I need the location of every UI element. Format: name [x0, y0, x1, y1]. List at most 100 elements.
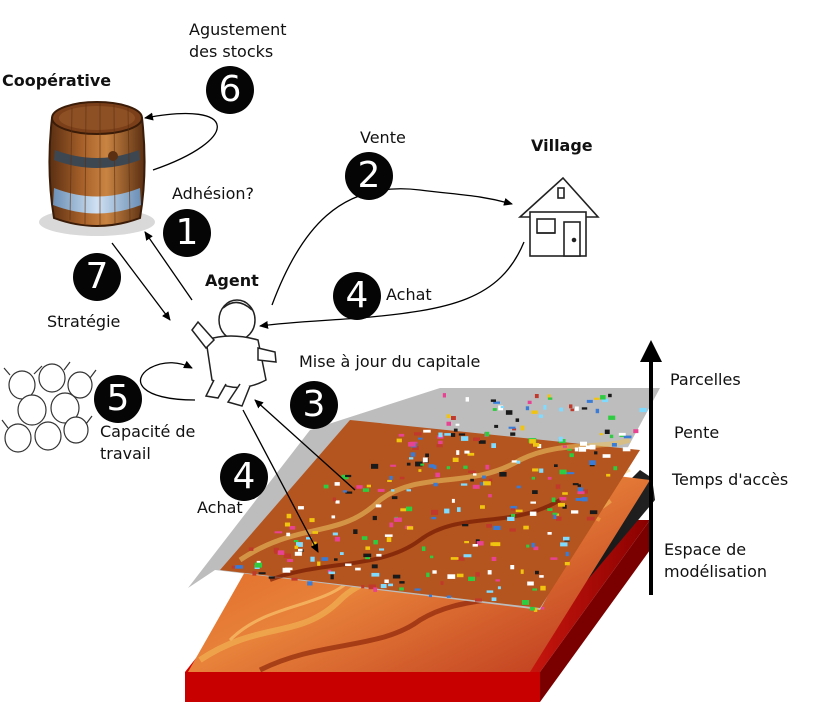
parcel-speck — [565, 551, 569, 557]
parcel-speck — [520, 425, 525, 431]
parcel-speck — [294, 551, 302, 556]
parcel-speck — [334, 536, 340, 542]
parcel-speck — [388, 583, 393, 587]
parcel-speck — [286, 532, 291, 537]
parcel-speck — [556, 516, 562, 521]
parcel-speck — [488, 494, 492, 498]
parcel-speck — [450, 557, 459, 560]
parcel-speck — [464, 541, 469, 544]
parcel-speck — [602, 398, 609, 403]
parcel-speck — [510, 432, 516, 436]
parcel-speck — [557, 503, 565, 507]
parcel-speck — [356, 485, 363, 489]
parcel-speck — [541, 606, 545, 610]
parcel-speck — [484, 431, 490, 437]
parcel-speck — [377, 488, 385, 492]
parcel-speck — [438, 440, 443, 446]
parcel-speck — [574, 406, 579, 411]
parcel-speck — [564, 562, 570, 566]
parcel-speck — [586, 516, 595, 521]
parcel-speck — [248, 547, 254, 551]
layer-espace-edge — [185, 672, 540, 702]
parcel-speck — [447, 574, 456, 579]
parcel-speck — [379, 548, 385, 551]
parcel-speck — [497, 586, 501, 590]
parcel-speck — [345, 491, 353, 494]
parcel-speck — [532, 490, 538, 494]
parcel-speck — [456, 573, 464, 578]
parcel-speck — [384, 534, 393, 537]
parcel-speck — [606, 473, 611, 477]
agent-icon — [191, 299, 277, 407]
parcel-speck — [457, 507, 461, 512]
parcel-speck — [487, 570, 492, 575]
parcel-speck — [435, 472, 440, 478]
parcel-speck — [507, 516, 515, 521]
parcel-speck — [529, 439, 536, 444]
parcel-speck — [488, 478, 493, 482]
parcel-speck — [578, 446, 587, 452]
parcel-speck — [451, 416, 456, 420]
parcel-speck — [440, 581, 444, 585]
parcel-speck — [366, 484, 371, 488]
parcel-speck — [482, 475, 486, 479]
parcel-speck — [431, 509, 439, 515]
step-badge-6: 6 — [206, 66, 254, 114]
parcel-speck — [406, 462, 411, 466]
parcel-speck — [569, 453, 574, 458]
parcel-speck — [498, 405, 504, 411]
parcel-speck — [527, 581, 534, 586]
parcel-speck — [473, 473, 477, 476]
parcel-speck — [493, 525, 501, 530]
parcel-speck — [386, 537, 392, 542]
parcel-speck — [558, 436, 563, 442]
parcel-speck — [563, 536, 570, 541]
parcel-speck — [511, 460, 518, 463]
parcel-speck — [355, 567, 361, 571]
parcel-speck — [562, 504, 567, 509]
parcel-speck — [491, 597, 497, 601]
parcel-speck — [492, 408, 497, 411]
parcel-speck — [586, 399, 593, 403]
parcel-speck — [420, 463, 424, 466]
parcel-speck — [410, 452, 416, 457]
parcel-speck — [552, 512, 558, 515]
parcel-speck — [495, 579, 500, 582]
parcel-speck — [463, 465, 468, 469]
parcel-speck — [345, 474, 352, 478]
parcel-speck — [529, 511, 537, 516]
parcel-speck — [527, 400, 532, 404]
parcel-speck — [287, 559, 293, 562]
parcel-speck — [555, 484, 561, 489]
parcel-speck — [531, 476, 535, 480]
parcel-speck — [345, 563, 352, 566]
parcel-speck — [455, 423, 460, 426]
parcel-speck — [293, 540, 299, 543]
step-label-vente: Vente — [360, 128, 406, 147]
parcel-speck — [530, 501, 536, 504]
parcel-speck — [611, 443, 617, 447]
parcel-speck — [623, 435, 632, 439]
step-badge-5: 5 — [94, 375, 142, 423]
parcel-speck — [555, 513, 560, 516]
parcel-speck — [589, 460, 596, 465]
parcel-speck — [475, 572, 480, 577]
layer-parcelles-terrain — [220, 420, 640, 608]
parcel-speck — [446, 421, 451, 426]
parcel-speck — [362, 488, 370, 492]
parcel-speck — [490, 542, 499, 546]
parcel-speck — [521, 600, 530, 605]
parcel-speck — [538, 414, 543, 418]
parcel-speck — [511, 513, 516, 517]
parcel-speck — [516, 485, 521, 489]
parcel-speck — [499, 472, 507, 477]
parcel-speck — [353, 529, 358, 534]
parcel-speck — [532, 468, 539, 472]
house-icon — [517, 176, 600, 257]
title-village: Village — [531, 136, 593, 155]
parcel-speck — [426, 572, 430, 578]
parcel-speck — [520, 569, 524, 574]
parcel-speck — [392, 574, 401, 579]
parcel-speck — [405, 506, 413, 512]
